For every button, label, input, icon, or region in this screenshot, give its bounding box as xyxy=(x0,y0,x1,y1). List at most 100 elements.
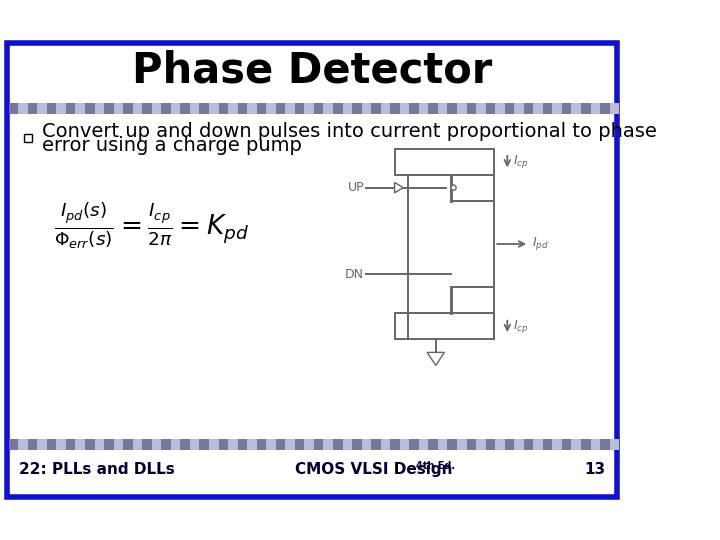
Bar xyxy=(476,439,485,450)
Bar xyxy=(552,103,562,114)
Bar xyxy=(343,103,352,114)
Bar xyxy=(247,103,257,114)
Bar xyxy=(495,439,505,450)
Circle shape xyxy=(451,185,456,190)
Bar xyxy=(447,439,457,450)
Bar xyxy=(143,103,152,114)
Bar xyxy=(409,439,419,450)
Text: 4th Ed.: 4th Ed. xyxy=(416,461,455,471)
Bar xyxy=(190,103,199,114)
Bar xyxy=(523,439,534,450)
Bar xyxy=(285,439,294,450)
Bar xyxy=(276,439,285,450)
Bar xyxy=(600,439,610,450)
Bar xyxy=(581,103,590,114)
Bar xyxy=(514,103,523,114)
Bar xyxy=(543,103,552,114)
Bar xyxy=(18,103,28,114)
Bar xyxy=(333,103,343,114)
Bar xyxy=(28,103,37,114)
Bar xyxy=(390,439,400,450)
Bar xyxy=(9,103,18,114)
Text: Convert up and down pulses into current proportional to phase: Convert up and down pulses into current … xyxy=(42,122,657,141)
Bar xyxy=(161,103,171,114)
Bar xyxy=(485,439,495,450)
Bar xyxy=(47,439,56,450)
Bar xyxy=(199,439,209,450)
Text: 22: PLLs and DLLs: 22: PLLs and DLLs xyxy=(19,462,175,477)
Bar xyxy=(56,439,66,450)
Text: UP: UP xyxy=(348,181,364,194)
Bar xyxy=(190,439,199,450)
Bar xyxy=(438,103,447,114)
Bar xyxy=(409,103,419,114)
Bar xyxy=(610,439,619,450)
Bar xyxy=(85,439,94,450)
Bar xyxy=(381,439,390,450)
Bar xyxy=(37,439,47,450)
Bar xyxy=(457,439,467,450)
Bar xyxy=(219,439,228,450)
Bar xyxy=(47,103,56,114)
Bar xyxy=(428,439,438,450)
Bar xyxy=(76,439,85,450)
Bar xyxy=(209,439,219,450)
Bar xyxy=(600,103,610,114)
Bar xyxy=(371,439,381,450)
Bar xyxy=(104,103,114,114)
Bar xyxy=(123,439,132,450)
Bar xyxy=(171,103,181,114)
Bar xyxy=(505,439,514,450)
Bar xyxy=(247,439,257,450)
Bar xyxy=(438,439,447,450)
Bar xyxy=(285,103,294,114)
Polygon shape xyxy=(427,353,444,366)
Bar xyxy=(18,439,28,450)
Bar xyxy=(305,439,314,450)
Bar xyxy=(361,439,371,450)
Bar xyxy=(572,439,581,450)
Bar xyxy=(552,439,562,450)
Bar xyxy=(181,439,190,450)
Bar xyxy=(123,103,132,114)
Text: error using a charge pump: error using a charge pump xyxy=(42,137,302,156)
Text: CMOS VLSI Design: CMOS VLSI Design xyxy=(294,462,452,477)
Bar xyxy=(257,439,266,450)
Bar xyxy=(495,103,505,114)
Bar xyxy=(143,439,152,450)
Bar xyxy=(400,439,409,450)
Bar xyxy=(572,103,581,114)
Bar xyxy=(381,103,390,114)
Bar xyxy=(132,439,143,450)
Bar xyxy=(28,439,37,450)
Text: $I_{cp}$: $I_{cp}$ xyxy=(513,153,529,170)
Text: Phase Detector: Phase Detector xyxy=(132,50,492,92)
Bar xyxy=(400,103,409,114)
Bar xyxy=(467,439,476,450)
Bar xyxy=(85,103,94,114)
Bar xyxy=(266,439,276,450)
Bar xyxy=(257,103,266,114)
Bar xyxy=(66,103,76,114)
Bar xyxy=(238,103,247,114)
Polygon shape xyxy=(395,183,403,193)
Bar xyxy=(534,103,543,114)
Text: $\frac{I_{pd}(s)}{\Phi_{err}(s)} = \frac{I_{cp}}{2\pi} = K_{pd}$: $\frac{I_{pd}(s)}{\Phi_{err}(s)} = \frac… xyxy=(54,202,249,252)
Bar xyxy=(610,103,619,114)
Bar xyxy=(305,103,314,114)
Text: $I_{cp}$: $I_{cp}$ xyxy=(513,318,529,335)
Bar xyxy=(333,439,343,450)
Bar xyxy=(505,103,514,114)
Bar xyxy=(228,103,238,114)
Bar xyxy=(66,439,76,450)
Bar xyxy=(323,439,333,450)
Bar xyxy=(276,103,285,114)
Bar xyxy=(590,439,600,450)
Bar xyxy=(181,103,190,114)
Bar xyxy=(114,439,123,450)
Text: $I_{pd}$: $I_{pd}$ xyxy=(531,235,549,253)
Bar xyxy=(171,439,181,450)
Bar xyxy=(419,439,428,450)
Bar xyxy=(581,439,590,450)
Bar xyxy=(428,103,438,114)
